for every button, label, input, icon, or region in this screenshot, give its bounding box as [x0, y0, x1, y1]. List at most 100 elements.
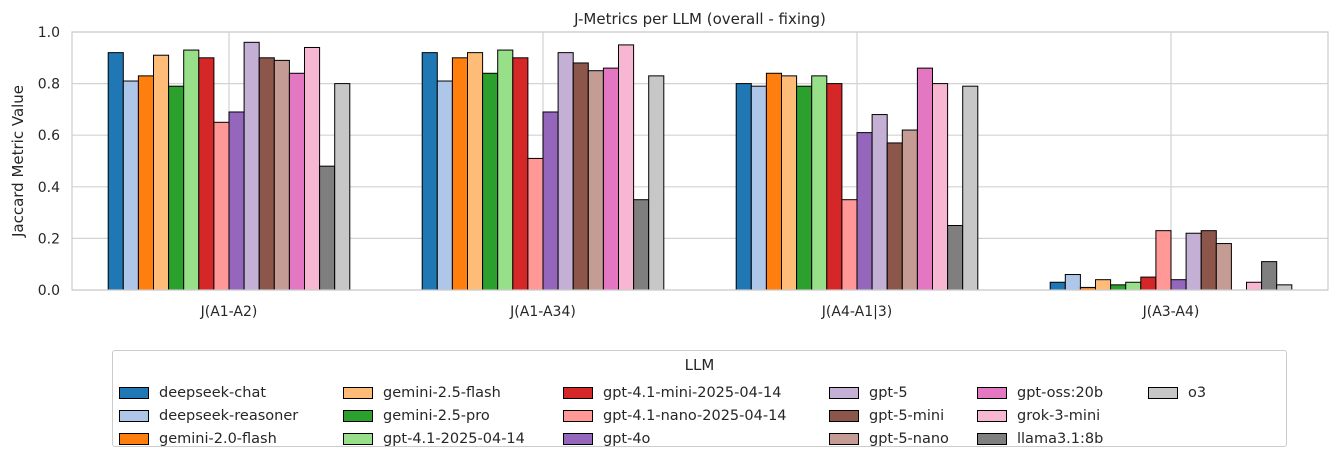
- legend-swatch: [343, 432, 373, 445]
- bar-gemini-2-0-flash: [137, 75, 154, 291]
- legend-swatch: [343, 386, 373, 399]
- bar-gpt-4-1-mini-2025-04-14: [826, 83, 843, 291]
- bar-grok-3-mini: [1246, 281, 1263, 291]
- legend-label: gemini-2.5-pro: [383, 407, 490, 424]
- bar-gpt-4-1-mini-2025-04-14: [1140, 276, 1157, 291]
- legend-swatch: [563, 409, 593, 422]
- legend-item: gpt-4o: [563, 427, 787, 450]
- y-tick-label: 0.0: [38, 283, 60, 299]
- legend-label: gpt-5-nano: [869, 430, 949, 447]
- legend-swatch: [829, 386, 859, 399]
- legend-item: deepseek-reasoner: [119, 404, 298, 427]
- y-tick-label: 0.6: [38, 128, 60, 144]
- bar-gemini-2-5-pro: [796, 85, 813, 291]
- x-tick-label: J(A1-A34): [509, 304, 576, 320]
- bar-deepseek-reasoner: [436, 80, 453, 291]
- legend-swatch: [977, 432, 1007, 445]
- bar-gpt-5-mini: [572, 62, 589, 291]
- y-tick-label: 0.4: [38, 180, 60, 196]
- bar-gpt-5: [1185, 232, 1202, 291]
- bar-gpt-4-1-nano-2025-04-14: [1155, 230, 1172, 291]
- bar-gpt-5-mini: [1200, 230, 1217, 291]
- bar-deepseek-chat: [1049, 281, 1066, 291]
- legend-label: gpt-5-mini: [869, 407, 945, 424]
- y-axis-label: Jaccard Metric Value: [9, 85, 27, 238]
- legend: LLM deepseek-chat deepseek-reasoner gemini…: [112, 350, 1287, 447]
- bar-gpt-4-1-nano-2025-04-14: [527, 157, 544, 291]
- bar-gpt-4-1-nano-2025-04-14: [213, 121, 230, 291]
- bar-gpt-4-1-2025-04-14: [497, 49, 514, 291]
- y-tick-label: 0.2: [38, 231, 60, 247]
- legend-item: gemini-2.5-pro: [343, 404, 525, 427]
- bar-gpt-4-1-2025-04-14: [811, 75, 828, 291]
- bar-gpt-5-nano: [1215, 243, 1232, 291]
- bar-gpt-4-1-mini-2025-04-14: [512, 57, 529, 291]
- bar-o3: [962, 85, 979, 291]
- legend-label: gpt-4.1-nano-2025-04-14: [603, 407, 787, 424]
- x-tick-label: J(A1-A2): [200, 304, 258, 320]
- legend-item: gpt-4.1-mini-2025-04-14: [563, 381, 787, 404]
- bar-gpt-4o: [228, 111, 245, 291]
- y-tick-label: 1.0: [38, 25, 60, 41]
- bar-gemini-2-5-flash: [1095, 279, 1112, 291]
- bar-gpt-5: [871, 114, 888, 291]
- bar-gpt-4-1-mini-2025-04-14: [198, 57, 215, 291]
- bar-gpt-4-1-2025-04-14: [1125, 281, 1142, 291]
- legend-item: gpt-4.1-2025-04-14: [343, 427, 525, 450]
- bar-grok-3-mini: [932, 83, 949, 291]
- bar-gemini-2-5-flash: [781, 75, 798, 291]
- bar-gemini-2-5-pro: [168, 85, 185, 291]
- bar-grok-3-mini: [618, 44, 635, 291]
- legend-item: gpt-5: [829, 381, 949, 404]
- bar-gemini-2-5-pro: [1110, 284, 1127, 291]
- legend-label: gpt-4o: [603, 430, 651, 447]
- bar-gemini-2-0-flash: [765, 72, 783, 291]
- legend-column: gpt-5 gpt-5-mini gpt-5-nano: [829, 381, 949, 450]
- legend-label: grok-3-mini: [1017, 407, 1101, 424]
- bar-o3: [334, 83, 351, 291]
- legend-item: llama3.1:8b: [977, 427, 1103, 450]
- legend-swatch: [343, 409, 373, 422]
- bar-gemini-2-5-flash: [153, 54, 170, 291]
- bar-gpt-4o: [542, 111, 559, 291]
- bar-deepseek-chat: [421, 52, 438, 291]
- legend-swatch: [563, 386, 593, 399]
- legend-label: gpt-4.1-2025-04-14: [383, 430, 525, 447]
- y-tick-labels: 0.0 0.2 0.4 0.6 0.8 1.0: [38, 25, 60, 299]
- bar-gpt-4-1-nano-2025-04-14: [841, 199, 858, 291]
- bar-gpt-4o: [1170, 279, 1187, 291]
- legend-item: gemini-2.0-flash: [119, 427, 298, 450]
- bar-gpt-4-1-2025-04-14: [183, 49, 200, 291]
- bar-deepseek-chat: [735, 83, 752, 291]
- bar-gemini-2-5-pro: [482, 72, 499, 291]
- bar-gpt-5-mini: [886, 142, 903, 291]
- legend-swatch: [829, 409, 859, 422]
- legend-item: gpt-oss:20b: [977, 381, 1103, 404]
- bar-gpt-5-nano: [587, 70, 604, 291]
- legend-swatch: [119, 409, 149, 422]
- legend-column: o3: [1148, 381, 1206, 404]
- bar-gpt-5-mini: [258, 57, 275, 291]
- bar-deepseek-reasoner: [1064, 274, 1081, 291]
- legend-column: gpt-oss:20b grok-3-mini llama3.1:8b: [977, 381, 1103, 450]
- bar-o3: [648, 75, 665, 291]
- legend-swatch: [119, 432, 149, 445]
- x-tick-label: J(A3-A4): [1142, 304, 1200, 320]
- x-tick-label: J(A4-A1|3): [821, 304, 892, 320]
- legend-swatch: [977, 386, 1007, 399]
- bar-deepseek-chat: [107, 52, 124, 291]
- legend-swatch: [1148, 386, 1178, 399]
- legend-label: gemini-2.5-flash: [383, 384, 501, 401]
- bar-gpt-5: [557, 52, 574, 291]
- legend-item: gpt-4.1-nano-2025-04-14: [563, 404, 787, 427]
- bar-gpt-5: [243, 41, 260, 291]
- bar-grok-3-mini: [304, 46, 321, 291]
- bar-deepseek-reasoner: [122, 80, 139, 291]
- bar-gpt-oss-20b: [288, 72, 305, 291]
- legend-label: gpt-oss:20b: [1017, 384, 1104, 401]
- legend-label: deepseek-reasoner: [159, 407, 299, 424]
- bar-gemini-2-0-flash: [451, 57, 468, 291]
- legend-column: gpt-4.1-mini-2025-04-14 gpt-4.1-nano-2025…: [563, 381, 787, 450]
- bars: [107, 41, 1293, 291]
- bar-llama3-1-8b: [633, 199, 650, 291]
